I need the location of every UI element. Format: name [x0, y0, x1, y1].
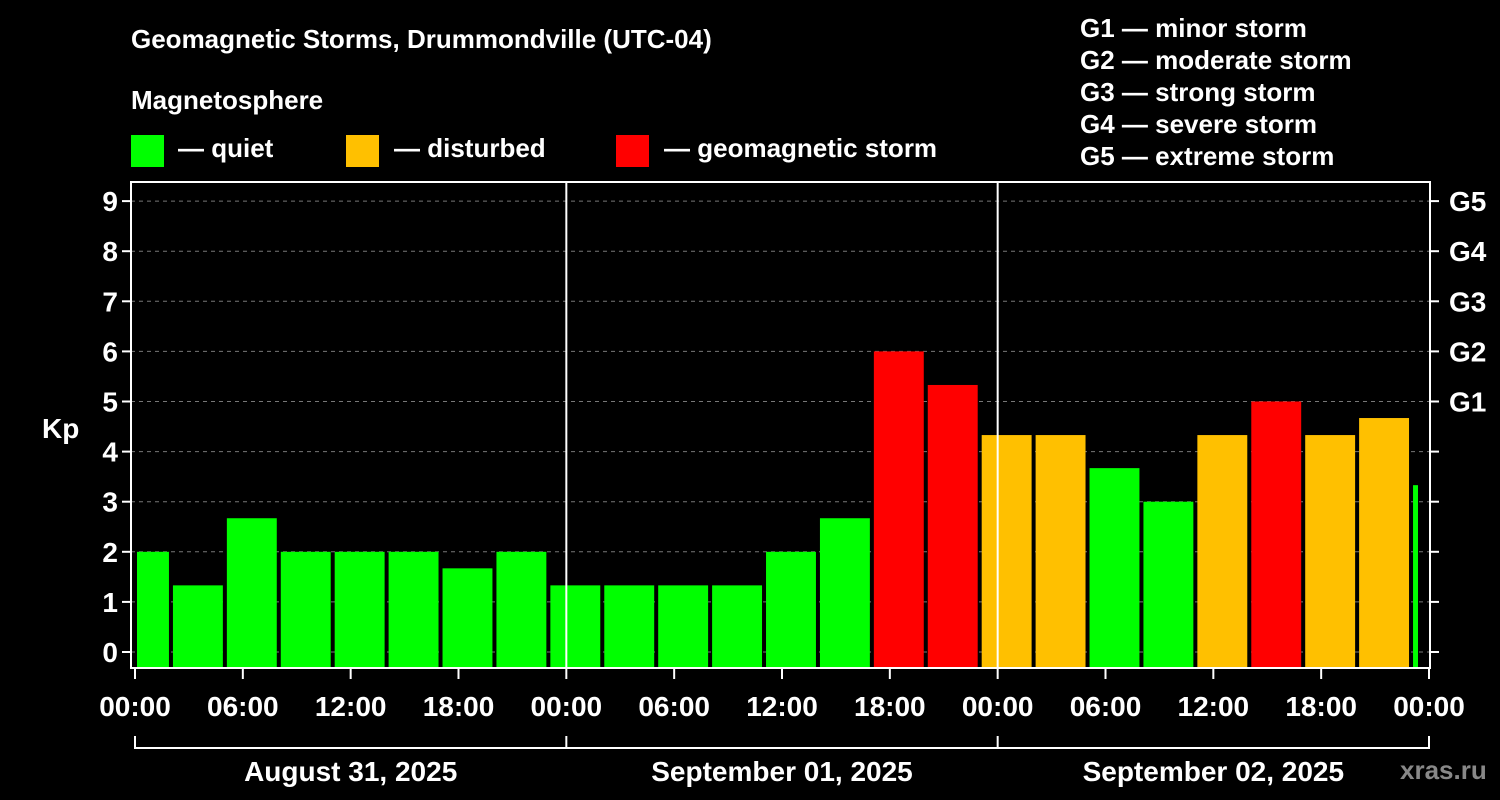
y-tick-label: 8 [102, 236, 118, 267]
kp-bar [1035, 435, 1086, 668]
x-tick-label: 18:00 [423, 691, 495, 722]
x-tick-label: 12:00 [1178, 691, 1250, 722]
kp-bar [604, 585, 655, 668]
x-tick-label: 00:00 [1393, 691, 1465, 722]
x-tick-label: 18:00 [1285, 691, 1357, 722]
legend-label-quiet: — quiet [178, 133, 274, 163]
kp-bar [550, 585, 601, 668]
legend-label-disturbed: — disturbed [394, 133, 546, 163]
kp-bar [819, 518, 870, 668]
scale-legend-g2: G2 — moderate storm [1080, 45, 1352, 75]
x-tick-label: 12:00 [746, 691, 818, 722]
scale-legend-g5: G5 — extreme storm [1080, 141, 1334, 171]
kp-bar [137, 551, 169, 668]
day-label: September 02, 2025 [1083, 756, 1345, 787]
scale-legend-g3: G3 — strong storm [1080, 77, 1315, 107]
kp-bar [981, 435, 1032, 668]
x-axis-ticks: 00:00 06:00 12:00 18:00 00:00 06:00 12:00 18:00… [99, 668, 1465, 722]
kp-bar [388, 551, 439, 668]
kp-bar [280, 551, 331, 668]
day-labels: August 31, 2025 September 01, 2025 Septemb… [134, 736, 1430, 787]
watermark: xras.ru [1400, 755, 1487, 785]
kp-bar [1251, 401, 1302, 668]
kp-bar [1359, 418, 1410, 668]
x-tick-label: 12:00 [315, 691, 387, 722]
y-axis-label: Kp [42, 413, 79, 444]
plot-frame [130, 181, 1431, 669]
g-scale-label: G4 [1449, 236, 1487, 267]
kp-bar [712, 585, 763, 668]
kp-bar [1413, 485, 1418, 668]
legend-swatch-disturbed [346, 135, 379, 167]
y-tick-label: 1 [102, 587, 118, 618]
g-scale-label: G2 [1449, 336, 1486, 367]
x-tick-label: 00:00 [531, 691, 603, 722]
kp-bar [334, 551, 385, 668]
kp-bar [442, 568, 493, 668]
y-tick-label: 4 [102, 437, 118, 468]
g-scale-label: G1 [1449, 387, 1486, 418]
kp-bar [1305, 435, 1356, 668]
x-tick-label: 00:00 [962, 691, 1034, 722]
kp-bar [766, 551, 816, 668]
legend-swatch-quiet [131, 135, 164, 167]
y-tick-label: 7 [102, 286, 118, 317]
kp-bar [927, 384, 978, 668]
y-tick-label: 9 [102, 186, 118, 217]
kp-bar [658, 585, 709, 668]
y-tick-label: 5 [102, 387, 118, 418]
kp-bar [873, 351, 924, 668]
kp-bar [496, 551, 547, 668]
day-label: August 31, 2025 [244, 756, 457, 787]
legend-heading: Magnetosphere [131, 85, 323, 115]
g-scale-label: G5 [1449, 186, 1486, 217]
scale-legend-g4: G4 — severe storm [1080, 109, 1317, 139]
bars [137, 351, 1418, 668]
x-tick-label: 06:00 [1070, 691, 1142, 722]
y-tick-label: 0 [102, 637, 118, 668]
y-tick-label: 6 [102, 336, 118, 367]
x-tick-label: 06:00 [207, 691, 279, 722]
x-tick-label: 00:00 [99, 691, 171, 722]
kp-bar [1143, 501, 1194, 668]
g-scale-label: G3 [1449, 286, 1486, 317]
y-tick-label: 3 [102, 487, 118, 518]
g-scale-ticks: G1 G2 G3 G4 G5 [1430, 186, 1487, 653]
chart-title: Geomagnetic Storms, Drummondville (UTC-0… [131, 24, 712, 54]
x-tick-label: 06:00 [638, 691, 710, 722]
kp-bar [172, 585, 223, 668]
scale-legend-g1: G1 — minor storm [1080, 13, 1307, 43]
legend-label-storm: — geomagnetic storm [664, 133, 937, 163]
day-label: September 01, 2025 [651, 756, 913, 787]
kp-bar [1197, 435, 1248, 668]
y-tick-label: 2 [102, 537, 118, 568]
kp-bar [226, 518, 277, 668]
kp-bar [1089, 468, 1140, 668]
x-tick-label: 18:00 [854, 691, 926, 722]
legend-swatch-storm [616, 135, 649, 167]
plot-border [130, 181, 1431, 669]
y-axis-ticks: 0 1 2 3 4 5 6 7 8 9 [102, 186, 131, 668]
